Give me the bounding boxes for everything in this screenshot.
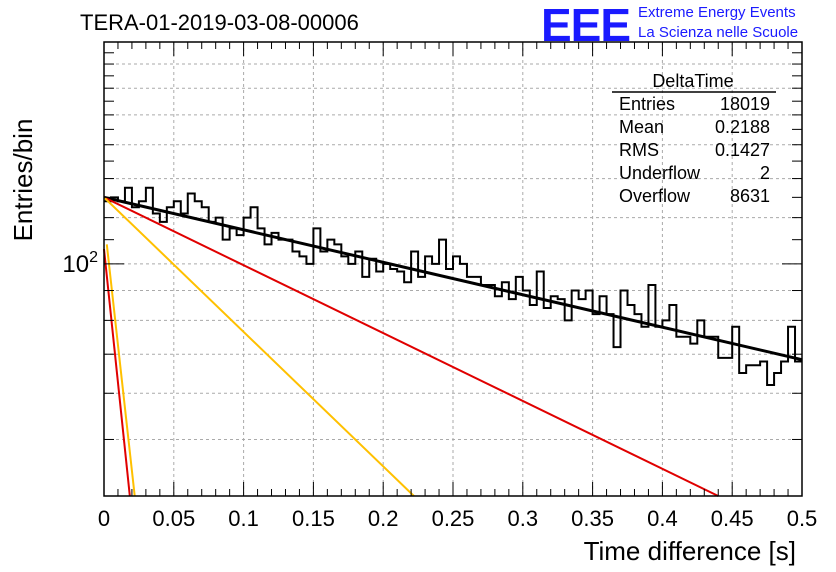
histogram-layer xyxy=(104,186,802,386)
axis-ticks xyxy=(103,41,803,497)
x-tick-label: 0.25 xyxy=(432,506,475,531)
chart-title: TERA-01-2019-03-08-00006 xyxy=(80,10,359,35)
x-tick-label: 0.5 xyxy=(787,506,818,531)
stats-row-label: Underflow xyxy=(619,163,701,183)
x-tick-labels: 0 0.05 0.1 0.15 0.2 0.25 0.3 0.35 0.4 0.45 0.5 xyxy=(98,506,817,531)
stats-box-name: DeltaTime xyxy=(652,71,733,91)
x-axis-label: Time difference [s] xyxy=(584,536,796,566)
stats-row-label: RMS xyxy=(619,140,659,160)
histogram-steps xyxy=(104,186,802,386)
x-tick-label: 0.3 xyxy=(508,506,539,531)
x-tick-label: 0.15 xyxy=(292,506,335,531)
fit-curve xyxy=(103,196,415,497)
stats-row-value: 2 xyxy=(760,163,770,183)
y-tick-label: 102 xyxy=(62,249,98,278)
eee-tagline-1: Extreme Energy Events xyxy=(638,4,796,21)
stats-row-label: Overflow xyxy=(619,186,691,206)
eee-logo: EEE xyxy=(541,0,631,51)
x-tick-label: 0.35 xyxy=(571,506,614,531)
stats-row-label: Entries xyxy=(619,94,675,114)
x-tick-label: 0.1 xyxy=(228,506,259,531)
stats-row-value: 0.2188 xyxy=(715,117,770,137)
x-tick-label: 0.05 xyxy=(152,506,195,531)
y-axis-label: Entries/bin xyxy=(8,119,38,242)
x-tick-label: 0 xyxy=(98,506,110,531)
fit-curve xyxy=(103,195,803,362)
fit-curve xyxy=(103,196,719,497)
eee-tagline-2: La Scienza nelle Scuole xyxy=(638,24,799,41)
stats-row-value: 8631 xyxy=(730,186,770,206)
x-tick-label: 0.45 xyxy=(711,506,754,531)
x-tick-label: 0.4 xyxy=(647,506,678,531)
stats-row-value: 0.1427 xyxy=(715,140,770,160)
fit-curves-layer xyxy=(103,195,803,497)
stats-box: DeltaTime Entries 18019 Mean 0.2188 RMS 0.142… xyxy=(612,71,776,206)
fit-curve xyxy=(105,244,136,497)
x-tick-label: 0.2 xyxy=(368,506,399,531)
y-tick-labels: 102 xyxy=(62,249,98,278)
stats-row-value: 18019 xyxy=(720,94,770,114)
fit-curve xyxy=(103,248,131,497)
stats-row-label: Mean xyxy=(619,117,664,137)
